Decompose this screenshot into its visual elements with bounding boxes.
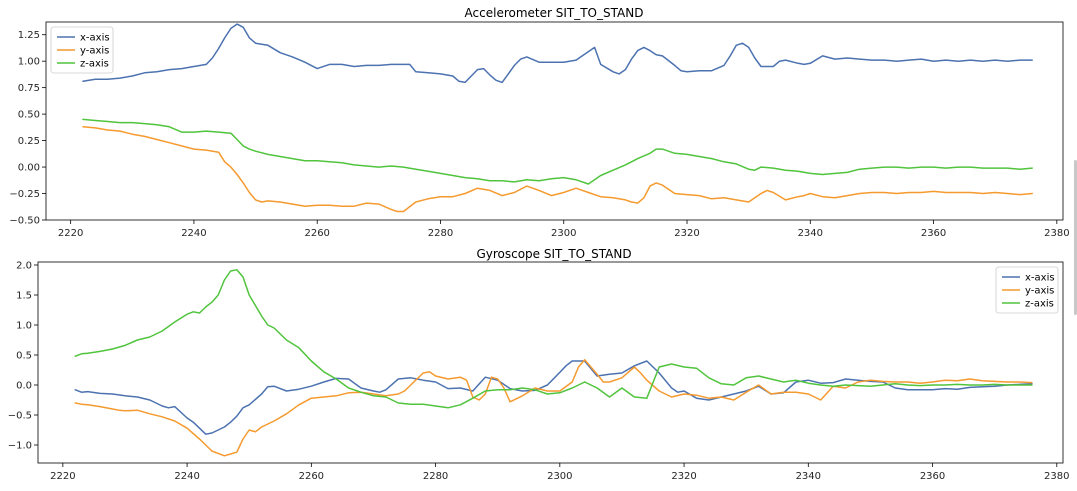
x-tick-label: 2340 bbox=[798, 228, 823, 239]
page-scrollbar[interactable] bbox=[1074, 160, 1077, 315]
legend-label: y-axis bbox=[1025, 286, 1054, 297]
y-tick-label: −0.50 bbox=[9, 216, 40, 227]
x-tick-label: 2320 bbox=[674, 228, 699, 239]
accelerometer-title: Accelerometer SIT_TO_STAND bbox=[465, 6, 644, 20]
y-tick-label: 0.75 bbox=[18, 83, 40, 94]
series-line-z-axis bbox=[82, 118, 1033, 185]
y-tick-label: 1.00 bbox=[18, 57, 40, 68]
y-tick-label: 0.25 bbox=[18, 136, 40, 147]
gyroscope-panel: Gyroscope SIT_TO_STAND 2220 2240 2260 2280 2… bbox=[8, 247, 1070, 482]
legend-label: x-axis bbox=[1025, 273, 1055, 284]
y-tick-label: −1.0 bbox=[8, 441, 32, 452]
x-tick-label: 2240 bbox=[181, 228, 206, 239]
legend-label: x-axis bbox=[80, 33, 110, 44]
series-line-y-axis bbox=[82, 126, 1033, 213]
series-line-z-axis bbox=[74, 269, 1033, 409]
x-tick-label: 2220 bbox=[50, 471, 75, 482]
y-tick-label: 1.0 bbox=[16, 321, 32, 332]
y-tick-label: 0.50 bbox=[18, 110, 40, 121]
x-tick-label: 2280 bbox=[423, 471, 448, 482]
x-tick-label: 2340 bbox=[796, 471, 821, 482]
x-tick-label: 2240 bbox=[174, 471, 199, 482]
x-tick-label: 2380 bbox=[1044, 471, 1069, 482]
y-tick-label: 0.00 bbox=[18, 163, 40, 174]
x-tick-label: 2280 bbox=[428, 228, 453, 239]
legend-box bbox=[995, 266, 1059, 314]
y-tick-label: 1.5 bbox=[16, 291, 32, 302]
y-tick-label: 1.25 bbox=[18, 30, 40, 41]
y-tick-label: −0.5 bbox=[8, 411, 32, 422]
series-line-x-axis bbox=[74, 360, 1033, 435]
plot-frame bbox=[37, 261, 1064, 464]
x-tick-label: 2300 bbox=[551, 228, 576, 239]
accelerometer-panel: Accelerometer SIT_TO_STAND 2220 2240 2260 2… bbox=[9, 6, 1069, 239]
x-tick-label: 2260 bbox=[304, 228, 329, 239]
legend: x-axis y-axis z-axis bbox=[50, 26, 114, 74]
y-tick-label: −0.25 bbox=[9, 189, 40, 200]
y-tick-label: 0.5 bbox=[16, 351, 32, 362]
y-tick-label: 2.0 bbox=[16, 261, 32, 272]
legend-box bbox=[50, 26, 114, 74]
legend-label: z-axis bbox=[1025, 299, 1054, 310]
x-tick-label: 2360 bbox=[920, 471, 945, 482]
legend: x-axis y-axis z-axis bbox=[995, 266, 1059, 314]
x-tick-label: 2360 bbox=[921, 228, 946, 239]
legend-label: z-axis bbox=[80, 59, 109, 70]
series-line-x-axis bbox=[82, 23, 1033, 84]
x-tick-label: 2300 bbox=[547, 471, 572, 482]
y-tick-label: 0.0 bbox=[16, 381, 32, 392]
gyroscope-title: Gyroscope SIT_TO_STAND bbox=[476, 247, 631, 261]
x-tick-label: 2320 bbox=[671, 471, 696, 482]
legend-label: y-axis bbox=[80, 46, 109, 57]
x-tick-label: 2380 bbox=[1044, 228, 1069, 239]
x-tick-label: 2220 bbox=[58, 228, 83, 239]
plot-frame bbox=[45, 21, 1064, 221]
x-tick-label: 2260 bbox=[299, 471, 324, 482]
series-line-y-axis bbox=[74, 359, 1033, 457]
